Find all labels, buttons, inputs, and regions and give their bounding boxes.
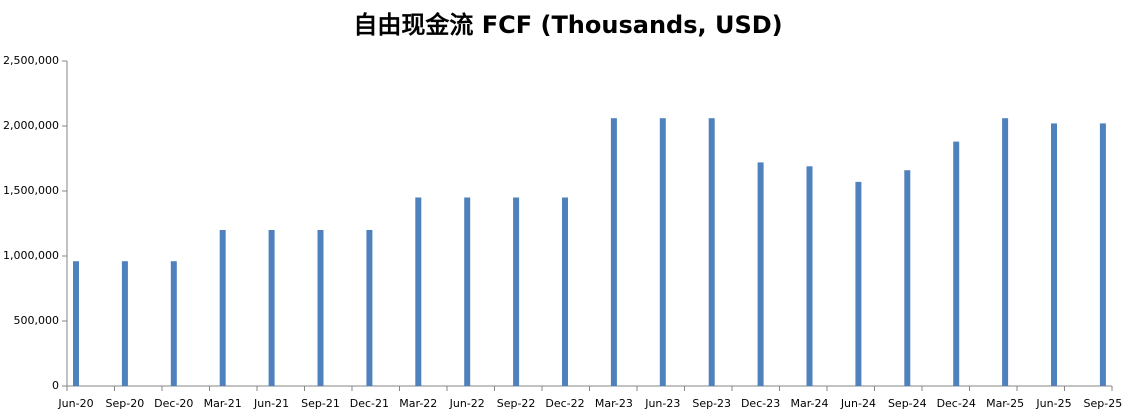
bar <box>219 230 226 386</box>
x-tick-label: Sep-24 <box>888 397 927 410</box>
y-tick-label: 500,000 <box>14 314 60 327</box>
y-tick-label: 2,000,000 <box>3 119 59 132</box>
bar <box>121 261 128 386</box>
x-tick-label: Jun-22 <box>449 397 485 410</box>
chart-title: 自由现金流 FCF (Thousands, USD) <box>353 11 782 39</box>
bar <box>562 197 568 386</box>
bar <box>513 197 520 386</box>
bar <box>1002 118 1009 386</box>
x-tick-label: Sep-21 <box>301 397 340 410</box>
bar <box>1051 123 1057 387</box>
x-tick-label: Dec-20 <box>154 397 193 410</box>
x-tick-label: Mar-24 <box>790 397 828 410</box>
bar <box>415 197 422 386</box>
x-tick-label: Dec-22 <box>545 397 584 410</box>
x-tick-label: Jun-20 <box>57 397 93 410</box>
bar <box>464 197 471 386</box>
y-tick-label: 0 <box>52 379 59 392</box>
bar <box>757 162 764 386</box>
bar <box>170 261 177 386</box>
x-tick-label: Dec-21 <box>350 397 389 410</box>
bar <box>366 230 373 386</box>
bar <box>317 230 324 386</box>
y-tick-label: 2,500,000 <box>3 54 59 67</box>
x-tick-label: Mar-25 <box>986 397 1024 410</box>
bar <box>904 170 911 386</box>
bar <box>73 261 79 386</box>
x-tick-label: Jun-25 <box>1035 397 1071 410</box>
x-tick-label: Mar-21 <box>204 397 242 410</box>
x-tick-label: Sep-23 <box>692 397 731 410</box>
x-tick-label: Jun-24 <box>840 397 876 410</box>
bar <box>1099 123 1106 387</box>
bar <box>953 141 960 386</box>
bar <box>708 118 715 386</box>
bar <box>806 166 813 386</box>
x-tick-label: Mar-22 <box>399 397 437 410</box>
y-tick-label: 1,000,000 <box>3 249 59 262</box>
bar <box>855 181 862 386</box>
x-tick-label: Mar-23 <box>595 397 633 410</box>
x-tick-label: Sep-22 <box>497 397 536 410</box>
bar <box>659 118 666 386</box>
x-tick-label: Sep-25 <box>1084 397 1123 410</box>
bar <box>268 230 275 386</box>
x-tick-label: Jun-21 <box>253 397 289 410</box>
x-tick-label: Jun-23 <box>644 397 680 410</box>
y-tick-label: 1,500,000 <box>3 184 59 197</box>
bar <box>610 118 617 386</box>
x-tick-label: Sep-20 <box>106 397 145 410</box>
x-tick-label: Dec-24 <box>937 397 976 410</box>
x-tick-label: Dec-23 <box>741 397 780 410</box>
